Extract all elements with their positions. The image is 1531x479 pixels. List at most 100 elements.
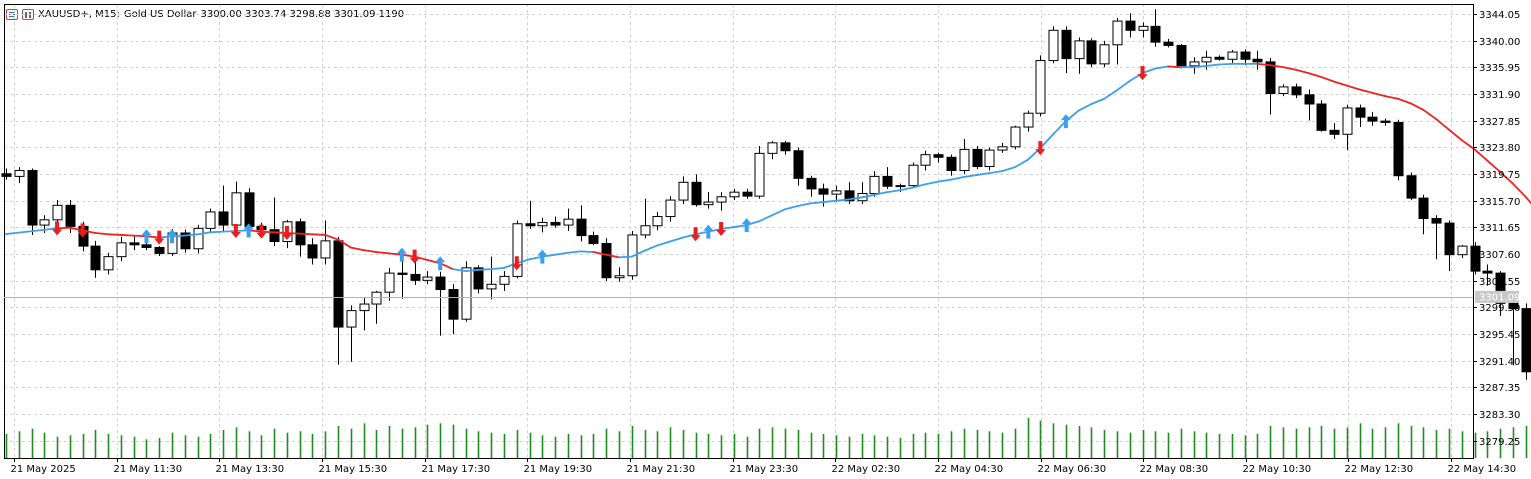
candle-body bbox=[1482, 270, 1493, 274]
ma-segment bbox=[1422, 109, 1438, 121]
candle-body bbox=[793, 150, 804, 179]
candle-body bbox=[576, 218, 587, 237]
ma-segment bbox=[247, 229, 263, 233]
ma-segment bbox=[1052, 120, 1067, 136]
ma-segment bbox=[1282, 66, 1297, 71]
ma-segment bbox=[745, 220, 761, 226]
ma-segment bbox=[1116, 80, 1131, 92]
candle-body bbox=[1329, 129, 1340, 135]
candle-body bbox=[333, 240, 344, 328]
ma-segment bbox=[592, 251, 608, 256]
ma-segment bbox=[911, 183, 927, 189]
buy-arrow-icon bbox=[435, 256, 446, 271]
ma-segment bbox=[477, 268, 493, 271]
ma-segment bbox=[924, 180, 940, 186]
candle-body bbox=[1495, 272, 1506, 304]
ma-segment bbox=[809, 201, 825, 205]
candle-body bbox=[563, 218, 574, 226]
current-price-tag bbox=[1475, 290, 1519, 303]
candle-body bbox=[525, 223, 536, 227]
candle-body bbox=[908, 164, 919, 187]
ma-segment bbox=[324, 234, 339, 241]
x-tick-label: 21 May 19:30 bbox=[524, 464, 593, 475]
ma-segment bbox=[452, 268, 467, 273]
ma-segment bbox=[1511, 182, 1527, 198]
candle-body bbox=[435, 276, 446, 291]
candle-body bbox=[818, 188, 829, 195]
y-tick-label: 3323.80 bbox=[1479, 143, 1520, 154]
ma-segment bbox=[273, 231, 288, 234]
ma-segment bbox=[528, 255, 544, 261]
ma-segment bbox=[860, 193, 876, 199]
candle-body bbox=[39, 219, 50, 226]
candle-body bbox=[1418, 197, 1429, 219]
ma-segment bbox=[183, 233, 199, 237]
chart-frame bbox=[4, 4, 1474, 459]
sell-arrow-icon bbox=[690, 227, 701, 242]
sell-arrow-icon bbox=[1035, 141, 1046, 156]
candle-body bbox=[410, 273, 421, 281]
candle-body bbox=[1099, 44, 1110, 65]
candle-body bbox=[244, 192, 255, 227]
candle-body bbox=[1048, 29, 1059, 62]
ma-segment bbox=[937, 178, 952, 183]
x-tick-label: 21 May 13:30 bbox=[216, 464, 285, 475]
ma-segment bbox=[1448, 128, 1463, 142]
ma-segment bbox=[375, 251, 391, 255]
candle-body bbox=[588, 235, 599, 245]
x-tick-label: 21 May 17:30 bbox=[422, 464, 491, 475]
ma-segment bbox=[1460, 139, 1476, 151]
candle-body bbox=[1201, 56, 1212, 63]
ma-segment bbox=[426, 259, 442, 265]
ma-segment bbox=[158, 235, 173, 239]
candle-body bbox=[742, 191, 753, 197]
candle-body bbox=[780, 142, 791, 152]
ma-segment bbox=[1192, 64, 1208, 69]
ma-segment bbox=[541, 253, 557, 258]
candle-body bbox=[1508, 302, 1519, 310]
buy-arrow-icon bbox=[703, 224, 714, 239]
ma-segment bbox=[988, 170, 1003, 174]
ma-segment bbox=[349, 246, 365, 251]
ma-segment bbox=[490, 266, 505, 271]
ma-segment bbox=[1077, 103, 1093, 112]
x-tick-label: 22 May 10:30 bbox=[1243, 464, 1312, 475]
candle-body bbox=[1, 173, 12, 177]
candle-body bbox=[52, 204, 63, 221]
price-axis[interactable]: 3344.05 3340.00 3335.95 3331.90 3327.85 3323.… bbox=[4, 10, 1520, 448]
candle-body bbox=[461, 267, 472, 320]
candle-body bbox=[601, 243, 612, 279]
x-tick-label: 22 May 04:30 bbox=[935, 464, 1004, 475]
ma-segment bbox=[1345, 84, 1361, 91]
ma-segment bbox=[1090, 97, 1106, 105]
candle-body bbox=[307, 244, 318, 259]
candle-body bbox=[972, 148, 983, 168]
moving-average-line bbox=[3, 62, 1531, 273]
candle-body bbox=[129, 242, 140, 246]
ma-segment bbox=[68, 226, 84, 232]
ma-segment bbox=[554, 251, 569, 256]
candle-body bbox=[1163, 41, 1174, 46]
candle-body bbox=[652, 216, 663, 227]
ma-segment bbox=[643, 244, 659, 252]
candle-body bbox=[729, 191, 740, 198]
candle-body bbox=[448, 289, 459, 320]
candle-body bbox=[359, 303, 370, 312]
x-tick-label: 21 May 21:30 bbox=[627, 464, 696, 475]
y-tick-label: 3291.40 bbox=[1479, 357, 1520, 368]
ma-segment bbox=[899, 186, 914, 192]
ma-segment bbox=[1409, 102, 1425, 111]
sell-arrow-icon bbox=[1137, 66, 1148, 81]
y-tick-label: 3344.05 bbox=[1479, 10, 1520, 21]
ma-segment bbox=[286, 232, 301, 235]
candle-body bbox=[831, 190, 842, 195]
candle-body bbox=[716, 196, 727, 203]
y-tick-label: 3335.95 bbox=[1479, 63, 1520, 74]
time-axis[interactable]: 21 May 2025 21 May 11:30 21 May 13:30 21 Ma… bbox=[11, 458, 1517, 475]
y-tick-label: 3303.55 bbox=[1479, 277, 1520, 288]
candle-body bbox=[231, 192, 242, 226]
candle-body bbox=[65, 204, 76, 227]
y-tick-label: 3283.30 bbox=[1479, 410, 1520, 421]
grid-lines bbox=[4, 4, 1473, 458]
